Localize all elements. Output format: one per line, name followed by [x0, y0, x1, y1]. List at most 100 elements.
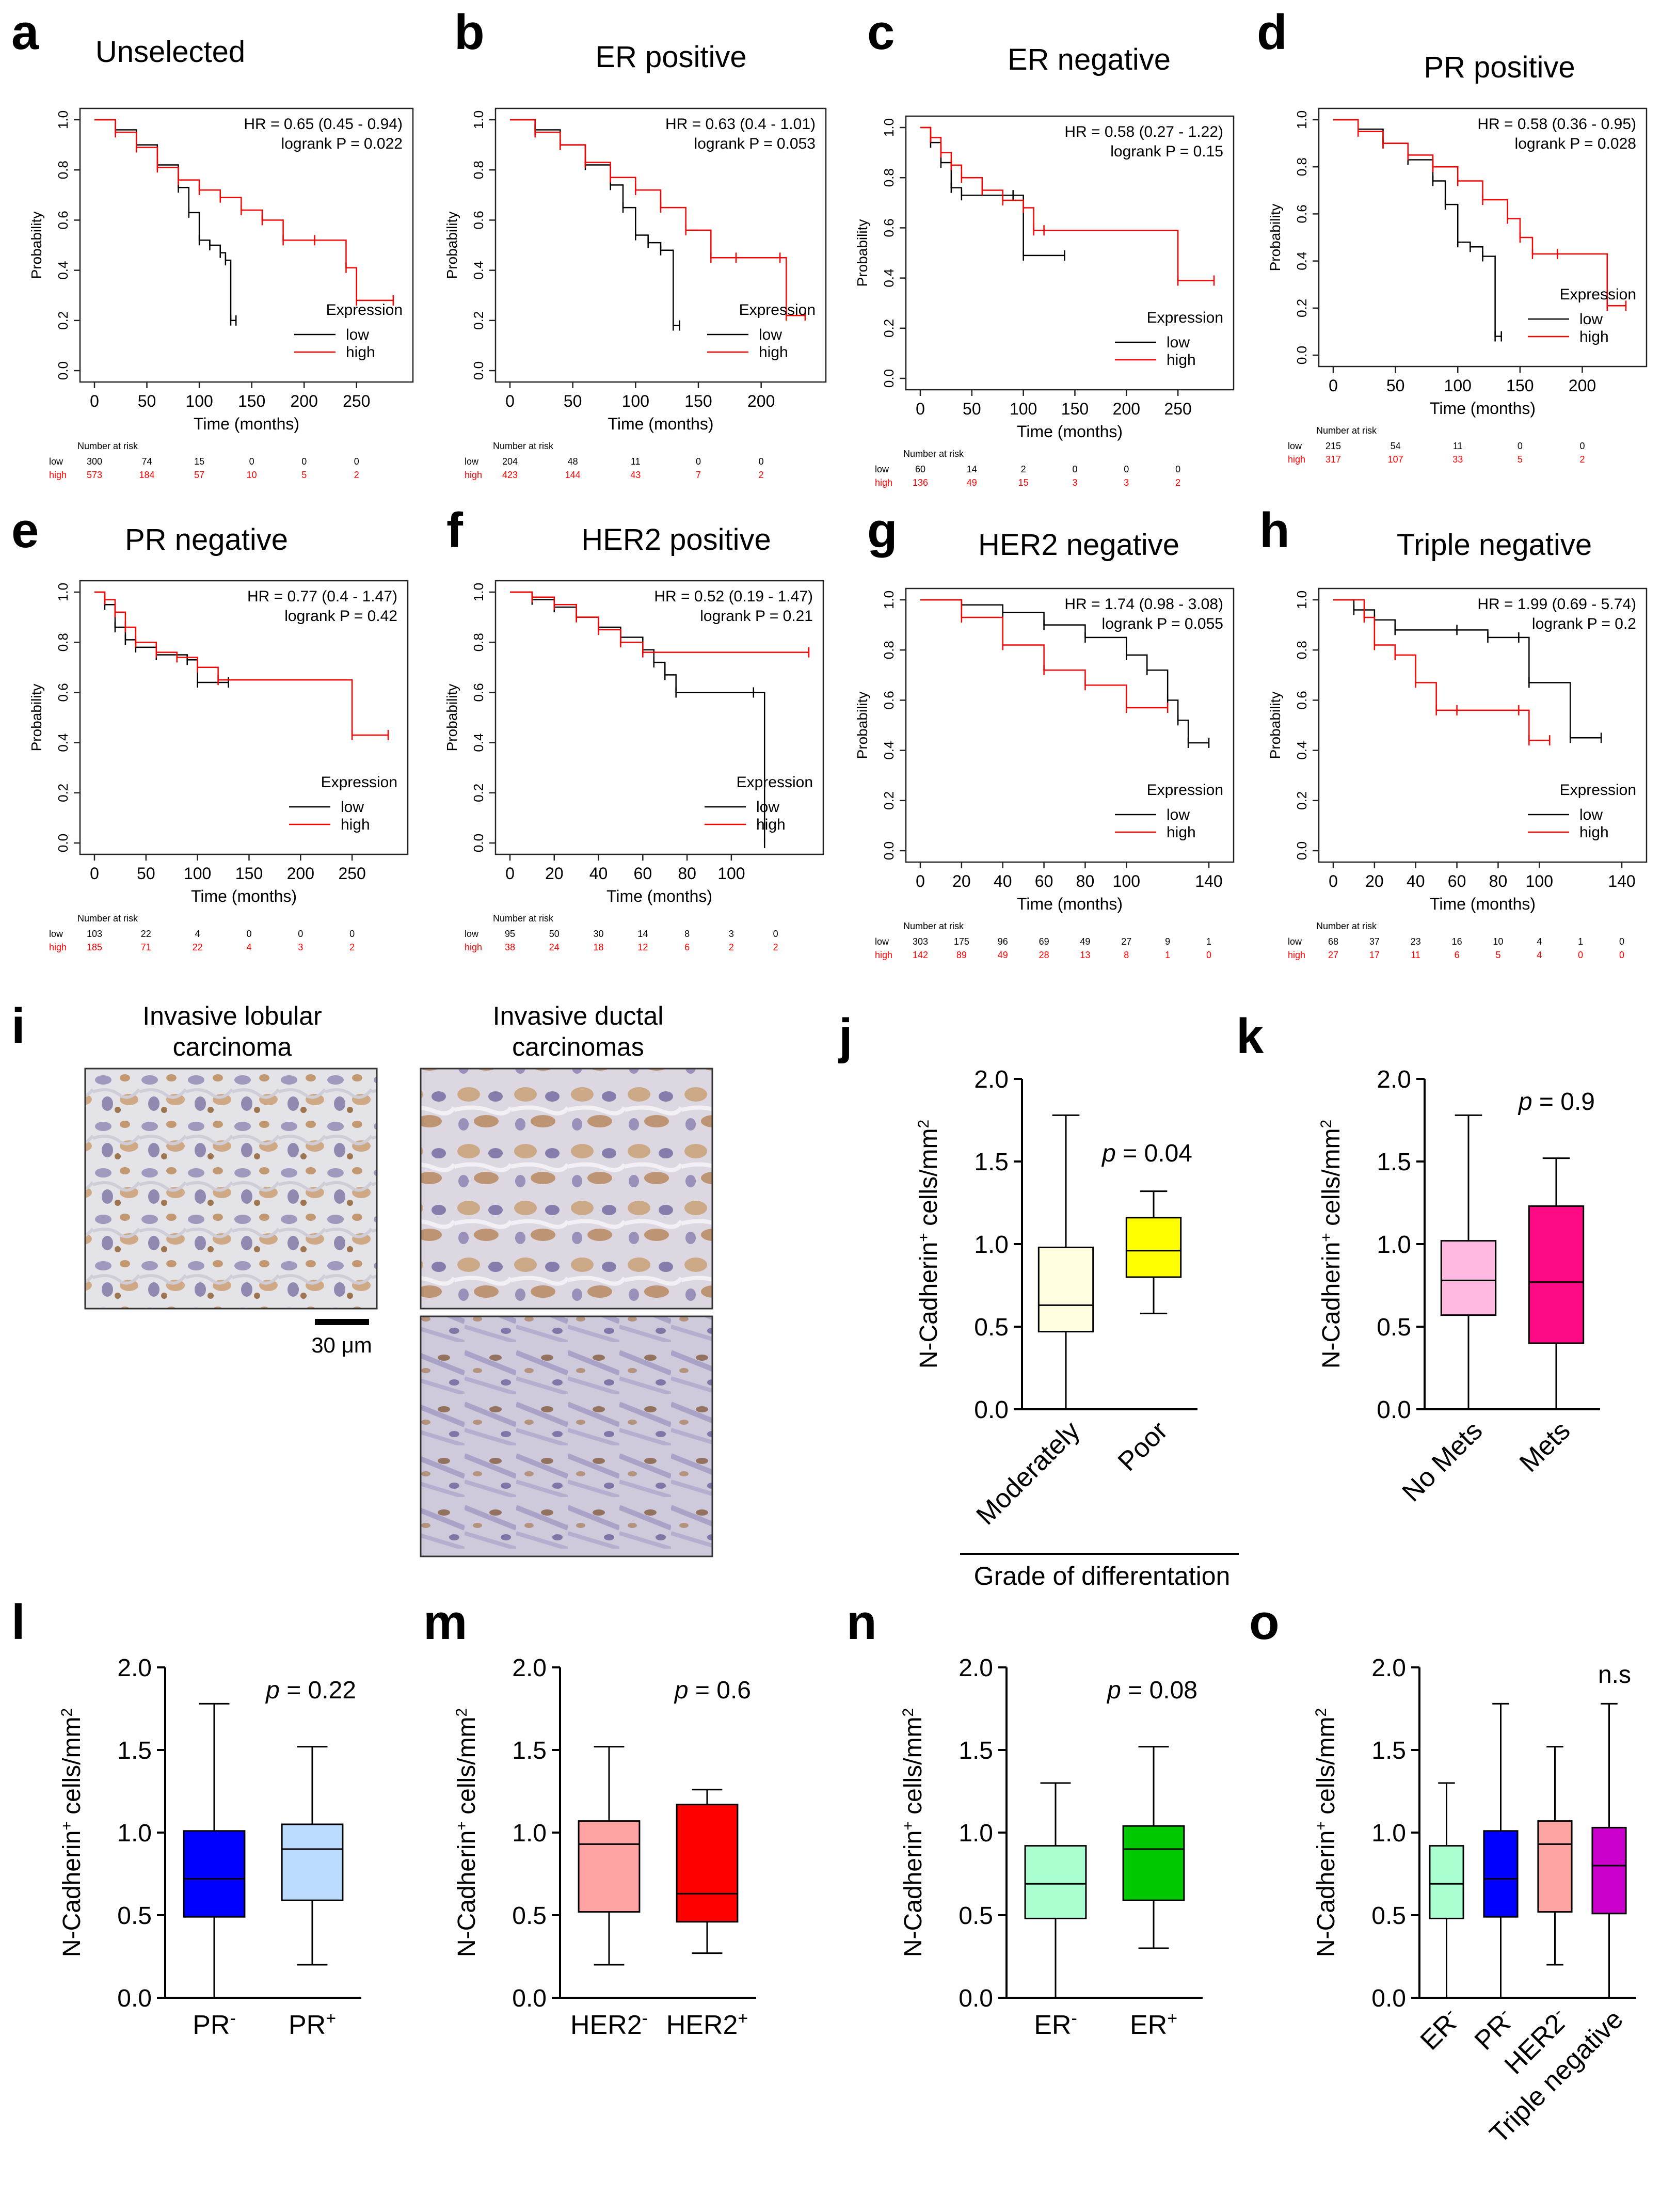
km-ytick-label: 0.4	[881, 269, 897, 288]
box-pvalue: p = 0.6	[674, 1677, 751, 1704]
km-ytick-label: 1.0	[881, 118, 897, 137]
box-ylabel-sup: +	[1313, 1821, 1330, 1831]
box-ylabel: N-Cadherin+ cells/mm2	[1318, 1120, 1346, 1368]
panel-letter-b: b	[454, 5, 485, 60]
km-xtick-label: 0	[90, 392, 99, 410]
box-category-sup: +	[1167, 2009, 1177, 2028]
km-logrank: logrank P = 0.055	[1102, 615, 1223, 632]
risk-high-count: 3	[298, 942, 303, 952]
km-ytick-label: 0.2	[55, 311, 71, 330]
box-mets: Mets	[1514, 1157, 1585, 1478]
km-panel-c: ER negative 0.0 0.2 0.4 0.6 0.8 1.0 Probability…	[854, 43, 1235, 488]
km-xtick-label: 0	[90, 864, 99, 883]
risk-low-count: 60	[915, 464, 925, 474]
km-xtick-label: 50	[963, 400, 981, 418]
box-ytick-label: 0.0	[974, 1396, 1009, 1424]
micrograph-ductal-top	[420, 1068, 713, 1310]
km-legend-high: high	[341, 816, 370, 833]
risk-high-label: high	[465, 942, 482, 952]
km-ytick-label: 0.4	[55, 734, 71, 752]
risk-high-count: 18	[594, 942, 604, 952]
box-her2: HER2+	[666, 1789, 748, 2040]
box-er: ER-	[1024, 1782, 1087, 2040]
risk-high-count: 3	[1124, 478, 1129, 488]
box-ylabel-unit-sup: 2	[58, 1708, 75, 1717]
km-ytick-label: 0.0	[471, 834, 486, 852]
km-ytick-label: 0.0	[55, 834, 71, 852]
box-ytick-label: 1.0	[1377, 1231, 1411, 1259]
risk-low-count: 0	[246, 929, 251, 939]
risk-low-count: 0	[696, 456, 701, 467]
box-ylabel-unit-sup: 2	[1318, 1120, 1335, 1128]
box-category-text: HER2	[666, 2010, 738, 2040]
risk-header: Number at risk	[77, 913, 138, 924]
km-xlabel: Time (months)	[194, 415, 299, 433]
km-logrank: logrank P = 0.053	[694, 135, 816, 152]
km-title: ER negative	[1008, 43, 1171, 76]
risk-low-count: 68	[1328, 936, 1338, 947]
risk-high-count: 13	[1080, 950, 1090, 960]
km-frame	[494, 107, 827, 383]
box-ytick-label: 0.5	[117, 1902, 152, 1930]
box-ytick-label: 0.5	[1371, 1902, 1406, 1930]
risk-high-count: 2	[773, 942, 778, 952]
km-curve-high	[510, 119, 805, 316]
km-xtick-label: 0	[916, 872, 925, 890]
km-ytick-label: 0.2	[471, 784, 486, 802]
risk-high-count: 11	[1411, 950, 1420, 960]
km-legend-low: low	[1579, 806, 1603, 823]
box-ylabel-main: N-Cadherin	[453, 1831, 481, 1957]
km-ylabel: Probability	[1267, 204, 1283, 272]
box-ylabel: N-Cadherin+ cells/mm2	[1313, 1708, 1340, 1957]
box-category-text: HER2	[570, 2010, 642, 2040]
box-ytick-label: 2.0	[1371, 1654, 1406, 1682]
box-ylabel-main: N-Cadherin	[900, 1831, 927, 1957]
risk-low-label: low	[1288, 441, 1302, 451]
km-legend-low: low	[759, 326, 782, 343]
box-iqr	[1125, 1217, 1182, 1278]
km-ytick-label: 0.4	[55, 261, 71, 280]
risk-high-count: 2	[349, 942, 355, 952]
box-ytick-label: 0.0	[512, 1985, 547, 2012]
box-category-label: ER+	[1130, 2009, 1177, 2040]
km-xtick-label: 20	[952, 872, 971, 890]
km-legend-low: low	[1579, 311, 1603, 328]
box-pvalue: p = 0.04	[1101, 1140, 1192, 1167]
risk-low-count: 103	[87, 929, 102, 939]
km-title: HER2 positive	[581, 523, 771, 556]
box-iqr	[1429, 1845, 1464, 1919]
km-hr: HR = 0.65 (0.45 - 0.94)	[244, 116, 403, 133]
km-hr: HR = 0.77 (0.4 - 1.47)	[247, 588, 397, 605]
panel-letter-d: d	[1257, 5, 1287, 60]
risk-header: Number at risk	[1316, 921, 1377, 931]
risk-low-count: 27	[1121, 936, 1131, 947]
box-pvalue: p = 0.22	[265, 1677, 356, 1704]
box-ylabel-unit-sup: 2	[1313, 1708, 1330, 1717]
km-xtick-label: 250	[338, 864, 365, 883]
km-ytick-label: 1.0	[1294, 591, 1309, 609]
km-xtick-label: 60	[1448, 872, 1466, 890]
box-category-label: No Mets	[1397, 1415, 1489, 1507]
km-legend-title: Expression	[1147, 782, 1223, 799]
risk-low-count: 22	[141, 929, 151, 939]
panel-letter-g: g	[867, 503, 898, 558]
box-category-label: PR+	[289, 2009, 336, 2040]
risk-high-count: 10	[247, 470, 257, 480]
risk-high-label: high	[49, 470, 67, 480]
km-xtick-label: 150	[1061, 400, 1089, 418]
km-ytick-label: 0.0	[881, 369, 897, 388]
km-ytick-label: 0.4	[881, 741, 897, 760]
box-ytick-label: 2.0	[117, 1654, 152, 1682]
risk-high-count: 49	[967, 478, 977, 488]
box-category-label: ER-	[1414, 2003, 1466, 2056]
risk-low-count: 0	[1579, 441, 1585, 451]
box-category-label: PR-	[193, 2009, 236, 2040]
box-ytick-label: 1.5	[959, 1737, 993, 1764]
box-iqr	[1528, 1205, 1585, 1344]
box-category-sup: +	[738, 2009, 748, 2028]
risk-low-count: 4	[1537, 936, 1542, 947]
risk-low-count: 9	[1165, 936, 1170, 947]
box-iqr	[281, 1823, 344, 1901]
km-xtick-label: 40	[994, 872, 1012, 890]
risk-high-count: 2	[1175, 478, 1180, 488]
